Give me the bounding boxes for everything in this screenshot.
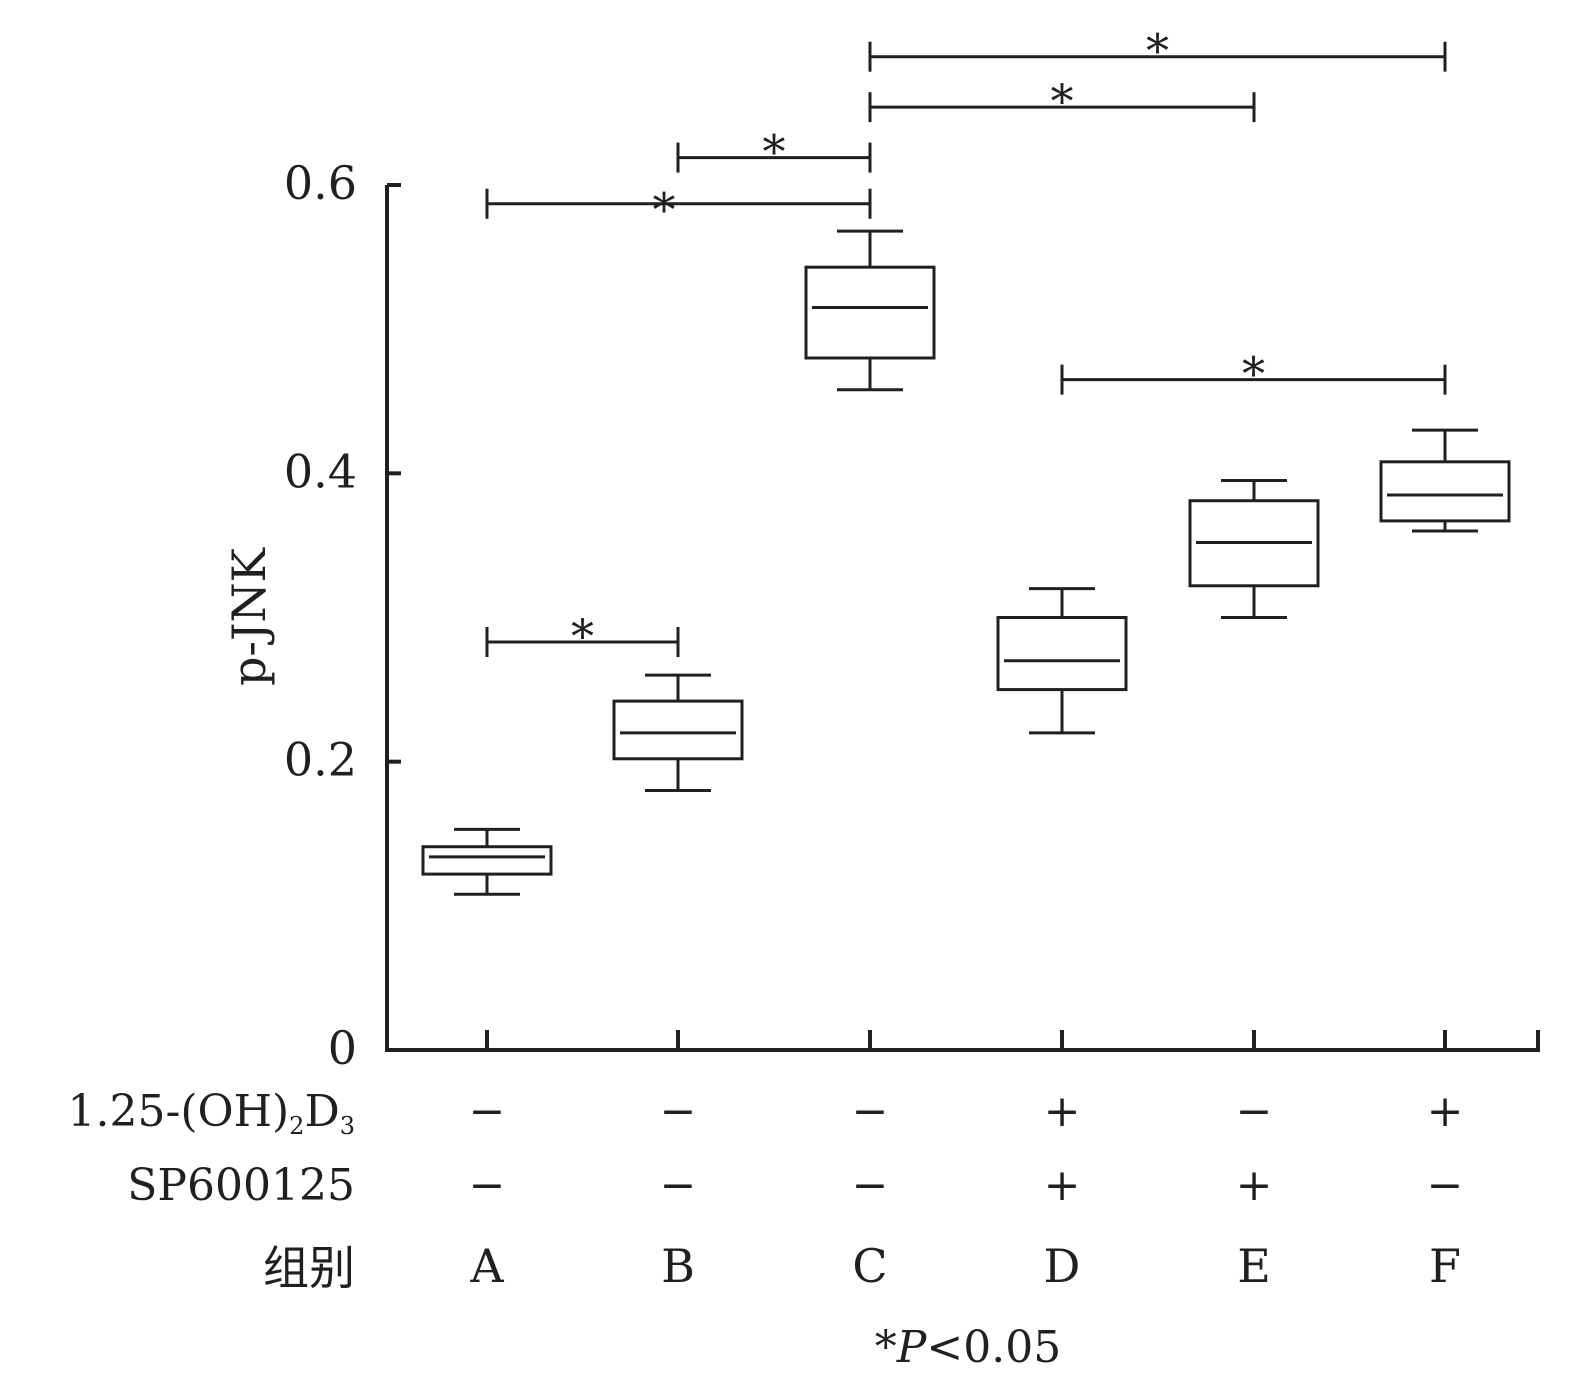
- box-series: [421, 229, 1511, 896]
- treatment-sign: +: [1427, 1086, 1464, 1137]
- x-tick-label: E: [1237, 1239, 1271, 1293]
- box-d: [996, 587, 1128, 735]
- treatment-row-label-vitd: 1.25-(OH)2D3: [68, 1086, 355, 1140]
- sig-bracket-b-c: *: [676, 125, 872, 179]
- group-row-label: 组别: [263, 1241, 355, 1295]
- x-tick-label: F: [1429, 1239, 1461, 1293]
- box-iqr: [804, 265, 936, 360]
- box-f: [1379, 428, 1511, 533]
- significance-brackets: * * * * * *: [485, 24, 1447, 663]
- y-axis-label: p-JNK: [222, 546, 276, 686]
- box-iqr: [996, 616, 1128, 692]
- significance-mark: *: [763, 125, 786, 179]
- box-c: [804, 229, 936, 392]
- vitd-subscript-2: 2: [289, 1112, 304, 1140]
- box-iqr: [421, 845, 553, 876]
- sig-bracket-d-f: *: [1060, 347, 1447, 401]
- box-b: [612, 673, 744, 792]
- treatment-sign: −: [660, 1160, 697, 1211]
- treatment-table: 1.25-(OH)2D3 SP600125 组别 − − − + − +− − − + + −A B C…: [68, 1086, 1464, 1295]
- sig-bracket-a-c: *: [485, 183, 872, 237]
- footnote: *P<0.05: [875, 1322, 1061, 1373]
- vitd-label-part1: 1.25-(OH): [68, 1086, 290, 1137]
- y-tick-label: 0.2: [284, 733, 357, 787]
- treatment-sign: −: [469, 1160, 506, 1211]
- sig-bracket-a-b: *: [485, 609, 680, 663]
- box-a: [421, 827, 553, 896]
- treatment-row-label-sp600125: SP600125: [127, 1160, 355, 1211]
- sig-bracket-c-e: *: [868, 74, 1256, 128]
- treatment-sign: −: [1236, 1086, 1273, 1137]
- footnote-mark: *: [875, 1322, 897, 1373]
- x-tick-label: A: [469, 1239, 504, 1293]
- y-tick-label: 0.4: [284, 444, 357, 498]
- y-ticks: 0 0.2 0.4 0.6: [284, 156, 401, 1075]
- box-iqr: [612, 699, 744, 761]
- treatment-sign: −: [852, 1086, 889, 1137]
- x-ticks: [485, 1030, 1540, 1050]
- y-tick-label: 0.6: [284, 156, 357, 210]
- treatment-sign: +: [1044, 1160, 1081, 1211]
- footnote-p: P: [896, 1322, 928, 1373]
- significance-mark: *: [1242, 347, 1265, 401]
- significance-mark: *: [1146, 24, 1169, 78]
- sig-bracket-c-f: *: [868, 24, 1447, 78]
- x-tick-label: D: [1044, 1239, 1081, 1293]
- box-iqr: [1379, 460, 1511, 523]
- significance-mark: *: [1051, 74, 1074, 128]
- x-tick-label: C: [852, 1239, 887, 1293]
- axes: p-JNK: [222, 185, 1540, 1052]
- treatment-sign: +: [1236, 1160, 1273, 1211]
- vitd-subscript-3: 3: [340, 1112, 355, 1140]
- vitd-label-part2: D: [304, 1086, 339, 1137]
- x-tick-label: B: [661, 1239, 695, 1293]
- box-e: [1188, 479, 1320, 619]
- footnote-rest: <0.05: [926, 1322, 1061, 1373]
- treatment-sign: −: [852, 1160, 889, 1211]
- significance-mark: *: [653, 183, 676, 237]
- treatment-sign: −: [469, 1086, 506, 1137]
- treatment-sign: −: [660, 1086, 697, 1137]
- y-tick-label: 0: [328, 1021, 357, 1075]
- treatment-sign: +: [1044, 1086, 1081, 1137]
- significance-mark: *: [571, 609, 594, 663]
- treatment-sign: −: [1427, 1160, 1464, 1211]
